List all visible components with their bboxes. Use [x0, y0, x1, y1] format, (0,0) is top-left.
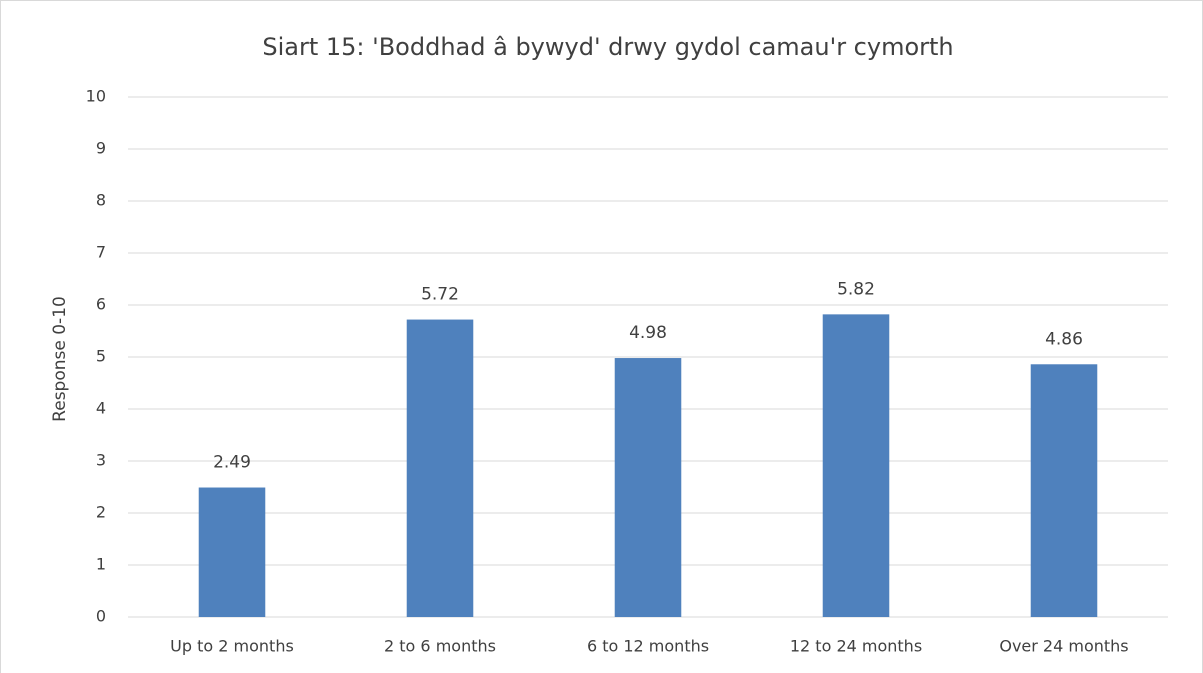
bar: [198, 487, 266, 617]
data-label: 2.49: [213, 453, 251, 473]
y-tick-label: 6: [96, 295, 106, 314]
y-axis-label: Response 0-10: [50, 296, 70, 422]
y-tick-label: 4: [96, 399, 106, 418]
x-tick-label: 12 to 24 months: [790, 637, 922, 656]
y-tick-label: 5: [96, 347, 106, 366]
x-tick-label: 6 to 12 months: [587, 637, 709, 656]
bar: [614, 358, 682, 617]
y-tick-label: 0: [96, 607, 106, 626]
data-label: 5.82: [837, 279, 875, 299]
chart-title: Siart 15: 'Boddhad â bywyd' drwy gydol c…: [262, 33, 953, 61]
data-label: 4.86: [1045, 329, 1083, 349]
bar: [406, 319, 474, 617]
y-tick-label: 2: [96, 503, 106, 522]
x-tick-label: 2 to 6 months: [384, 637, 496, 656]
data-label: 4.98: [629, 323, 667, 343]
x-tick-label: Up to 2 months: [170, 637, 294, 656]
bar: [1030, 364, 1098, 617]
y-tick-label: 1: [96, 555, 106, 574]
y-tick-label: 3: [96, 451, 106, 470]
y-tick-label: 8: [96, 191, 106, 210]
y-tick-label: 10: [86, 87, 106, 106]
bar: [822, 314, 890, 617]
x-tick-label: Over 24 months: [999, 637, 1128, 656]
y-tick-label: 7: [96, 243, 106, 262]
y-tick-label: 9: [96, 139, 106, 158]
data-label: 5.72: [421, 285, 459, 305]
